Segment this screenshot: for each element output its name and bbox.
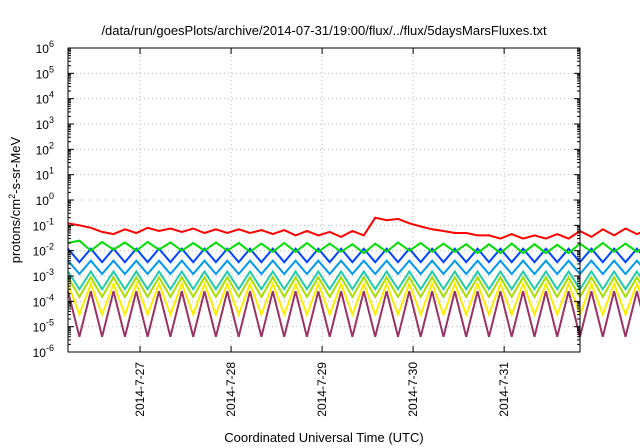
y-axis-label-sup: 2 [7,194,17,199]
series-line [67,247,640,264]
x-axis-label: Coordinated Universal Time (UTC) [224,430,423,445]
y-tick-label: 101 [36,166,54,183]
x-tick-label: 2014-7-29 [315,362,329,417]
x-tick-label: 2014-7-27 [133,362,147,417]
series-line [67,259,640,276]
x-tick-label: 2014-7-28 [224,362,238,417]
y-axis-label-rest: -s-sr-MeV [8,136,23,193]
series-group [67,216,640,337]
series-line [67,239,640,255]
series-line [67,269,640,292]
y-tick-label: 10-1 [33,216,54,233]
y-tick-label: 10-2 [33,242,54,259]
x-tick-label: 2014-7-31 [497,362,511,417]
y-tick-label: 10-5 [33,318,54,335]
y-tick-label: 103 [36,115,54,132]
series-line [67,216,640,240]
y-axis-ticks: 10-6 10-5 10-4 10-3 10-2 10-1 100 101 102 103 104 1… [33,39,580,360]
chart-title: /data/run/goesPlots/archive/2014-07-31/1… [101,23,547,38]
y-tick-label: 10-3 [33,267,54,284]
y-tick-label: 104 [36,90,54,107]
grid-lines [68,48,580,352]
y-tick-label: 100 [36,191,54,208]
series-line [67,275,640,299]
y-tick-label: 10-6 [33,343,54,360]
y-tick-label: 10-4 [33,292,54,309]
y-tick-label: 105 [36,64,54,81]
y-axis-label-main: protons/cm [8,199,23,263]
series-line [67,291,640,337]
y-tick-label: 106 [36,39,54,56]
x-tick-label: 2014-7-30 [406,362,420,417]
y-tick-label: 102 [36,140,54,157]
x-axis-ticks: 2014-7-27 2014-7-28 2014-7-29 2014-7-30 2014… [133,48,511,417]
y-axis-label: protons/cm2-s-sr-MeV [7,136,23,263]
series-line [67,280,640,318]
